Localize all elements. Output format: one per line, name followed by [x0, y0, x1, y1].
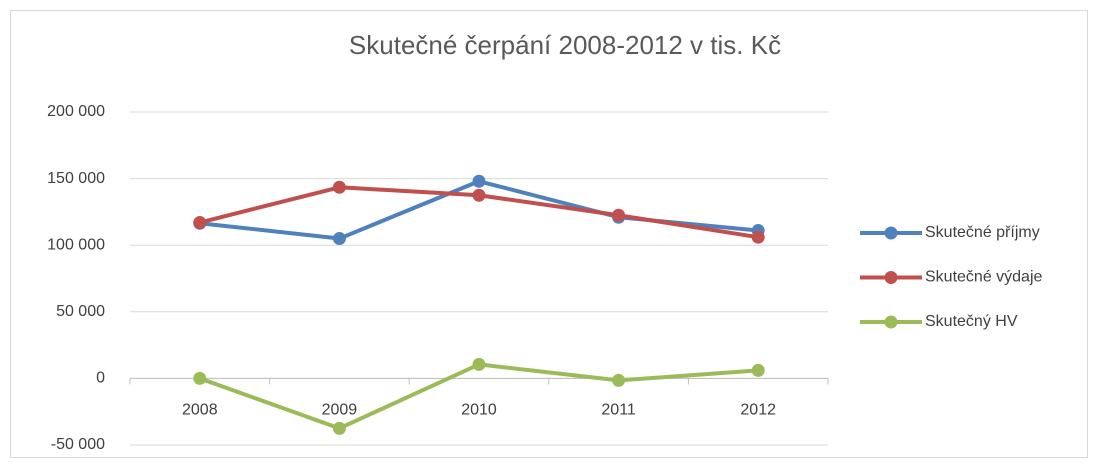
y-tick-label: 150 000 — [47, 170, 105, 187]
data-point — [472, 357, 486, 371]
data-point — [332, 232, 346, 246]
y-tick-label: 0 — [96, 370, 105, 387]
data-point — [193, 371, 207, 385]
legend-label: Skutečný HV — [925, 313, 1018, 330]
y-tick-label: 50 000 — [56, 303, 105, 320]
y-tick-label: 200 000 — [47, 103, 105, 120]
legend-label: Skutečné výdaje — [925, 269, 1043, 286]
data-point — [193, 216, 207, 230]
x-tick-label: 2012 — [740, 402, 776, 419]
data-point — [332, 180, 346, 194]
legend-marker — [884, 226, 898, 240]
legend-marker — [884, 315, 898, 329]
x-tick-label: 2009 — [322, 402, 358, 419]
y-tick-label: -50 000 — [51, 436, 105, 453]
data-point — [751, 230, 765, 244]
legend-marker — [884, 271, 898, 284]
x-tick-label: 2011 — [601, 402, 636, 419]
data-point — [612, 208, 626, 222]
x-tick-label: 2010 — [461, 402, 497, 419]
data-point — [751, 363, 765, 377]
x-tick-label: 2008 — [182, 402, 218, 419]
data-point — [472, 174, 486, 188]
data-point — [332, 421, 346, 435]
y-tick-label: 100 000 — [47, 236, 105, 253]
data-point — [472, 188, 486, 202]
data-point — [612, 373, 626, 387]
chart-title: Skutečné čerpání 2008-2012 v tis. Kč — [349, 30, 781, 60]
legend-label: Skutečné příjmy — [925, 224, 1040, 241]
